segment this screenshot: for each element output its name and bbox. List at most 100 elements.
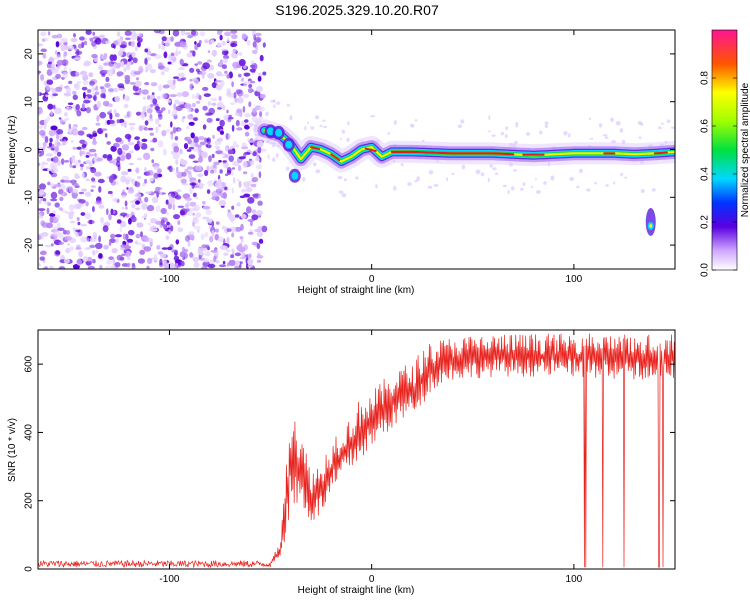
noise-speckle [172,30,180,37]
noise-speckle [89,166,95,170]
noise-speckle [116,254,123,261]
noise-speckle [181,171,187,177]
noise-speckle [82,72,86,77]
noise-speckle [163,51,168,59]
noise-speckle [221,152,226,156]
noise-speckle [55,41,60,48]
noise-speckle [96,101,102,108]
faint-speckle [387,132,391,135]
noise-speckle [243,72,251,77]
noise-speckle [172,109,178,116]
noise-speckle [176,92,183,97]
noise-speckle [131,263,135,267]
noise-speckle [142,96,147,100]
noise-speckle [206,117,213,123]
noise-speckle [240,223,244,231]
noise-speckle [154,54,162,60]
noise-speckle [251,241,259,246]
noise-speckle [76,146,82,150]
snr-x-ticks: -100 0 100 [159,330,583,585]
noise-speckle [151,95,155,99]
noise-speckle [177,220,181,226]
faint-speckle [640,189,645,193]
noise-speckle [129,200,136,203]
noise-speckle [129,263,133,266]
noise-speckle [50,236,54,240]
noise-speckle [69,246,74,251]
noise-speckle [228,114,232,118]
noise-speckle [189,187,193,195]
noise-speckle [121,253,126,257]
noise-speckle [49,213,56,217]
noise-speckle [222,245,229,251]
noise-speckle [186,136,192,140]
noise-speckle [144,167,147,172]
noise-speckle [244,131,250,137]
noise-speckle [52,93,58,97]
noise-speckle [48,265,54,269]
noise-speckle [231,232,235,238]
noise-speckle [52,156,59,164]
noise-speckle [241,142,247,148]
noise-speckle [217,101,224,109]
noise-speckle [125,37,131,41]
noise-speckle [52,226,59,230]
noise-speckle [230,102,235,105]
faint-speckle [589,117,592,120]
noise-speckle [178,128,181,132]
noise-speckle [67,127,74,135]
noise-speckle [236,64,242,69]
noise-speckle [69,162,73,168]
faint-speckle [563,131,568,136]
noise-speckle [44,244,52,248]
faint-speckle [502,184,507,188]
noise-speckle [202,201,206,205]
noise-speckle [110,66,115,72]
noise-speckle [186,125,190,130]
noise-speckle [226,88,232,93]
noise-speckle [177,72,185,78]
noise-speckle [259,93,266,99]
noise-speckle [68,204,75,211]
noise-speckle [146,204,155,212]
noise-speckle [158,192,166,195]
noise-speckle [87,265,95,269]
noise-speckle [59,196,64,202]
noise-speckle [76,217,80,221]
noise-speckle [54,50,58,55]
noise-speckle [135,233,141,239]
noise-speckle [170,133,174,140]
noise-speckle [247,87,254,94]
faint-speckle [576,185,580,189]
noise-speckle [166,36,171,42]
noise-speckle [259,111,263,118]
noise-speckle [193,204,200,211]
noise-speckle [144,236,149,242]
faint-speckle [598,123,603,128]
noise-speckle [65,247,70,254]
noise-speckle [114,95,120,103]
noise-speckle [179,210,185,216]
noise-speckle [44,266,48,269]
noise-speckle [47,202,51,207]
noise-speckle [89,39,94,42]
noise-speckle [262,71,267,76]
noise-speckle [236,144,240,148]
noise-speckle [92,31,96,36]
noise-speckle [253,194,260,199]
colorbar-tick-label: 0.8 [700,71,711,85]
noise-speckle [163,262,170,269]
noise-speckle [43,123,47,130]
noise-speckle [108,119,115,124]
faint-speckle [619,128,624,133]
noise-speckle [244,112,251,118]
noise-speckle [202,62,210,70]
noise-speckle [50,147,55,151]
noise-speckle [87,89,92,93]
noise-speckle [95,242,103,250]
noise-speckle [199,141,206,146]
noise-speckle [126,111,130,118]
noise-speckle [189,208,196,212]
noise-speckle [217,107,222,110]
noise-speckle [64,235,73,241]
